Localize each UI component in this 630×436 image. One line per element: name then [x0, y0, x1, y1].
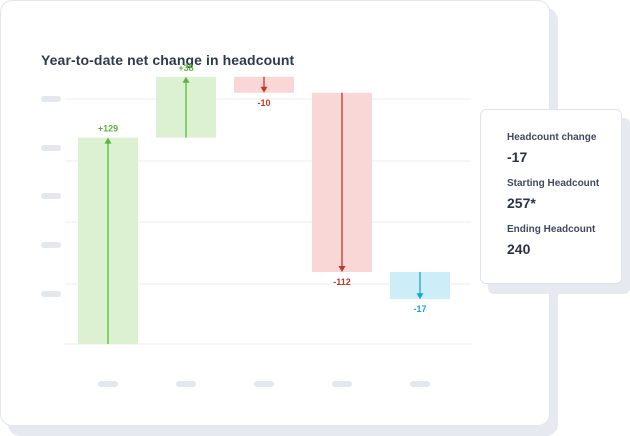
- data-label: -10: [257, 98, 270, 108]
- stat-ending-headcount: Ending Headcount 240: [507, 224, 621, 257]
- x-tick-placeholder: [98, 381, 118, 387]
- data-label: -112: [333, 277, 351, 287]
- x-tick-placeholder: [254, 381, 274, 387]
- stat-headcount-change: Headcount change -17: [507, 132, 621, 165]
- chart-title: Year-to-date net change in headcount: [41, 52, 295, 68]
- stat-label: Ending Headcount: [507, 224, 596, 235]
- stat-starting-headcount: Starting Headcount 257*: [507, 178, 621, 211]
- y-tick-placeholder: [41, 96, 61, 102]
- bar-arrow-head: [260, 86, 268, 93]
- data-label: +129: [98, 124, 118, 134]
- bar-arrow-head: [338, 266, 346, 272]
- x-tick-placeholder: [332, 381, 352, 387]
- stat-value: -17: [507, 149, 528, 165]
- y-tick-placeholder: [41, 291, 61, 297]
- bar-arrow-head: [104, 137, 112, 144]
- stats-panel: Headcount change -17 Starting Headcount …: [480, 109, 622, 284]
- data-label: +38: [178, 63, 193, 73]
- bar-arrow-head: [416, 293, 424, 300]
- waterfall-chart: +129 +38 -10 -112 -17: [41, 63, 471, 387]
- stat-value: 257*: [507, 195, 536, 211]
- stat-label: Headcount change: [507, 132, 597, 143]
- x-tick-placeholder: [176, 381, 196, 387]
- bar-arrow-head: [182, 76, 190, 83]
- chart-card: Year-to-date net change in headcount +12…: [0, 0, 550, 426]
- data-label: -17: [413, 304, 426, 314]
- stat-label: Starting Headcount: [507, 178, 600, 189]
- y-tick-placeholder: [41, 193, 61, 199]
- stat-value: 240: [507, 241, 531, 257]
- y-tick-placeholder: [41, 242, 61, 248]
- y-tick-placeholder: [41, 145, 61, 151]
- x-tick-placeholder: [410, 381, 430, 387]
